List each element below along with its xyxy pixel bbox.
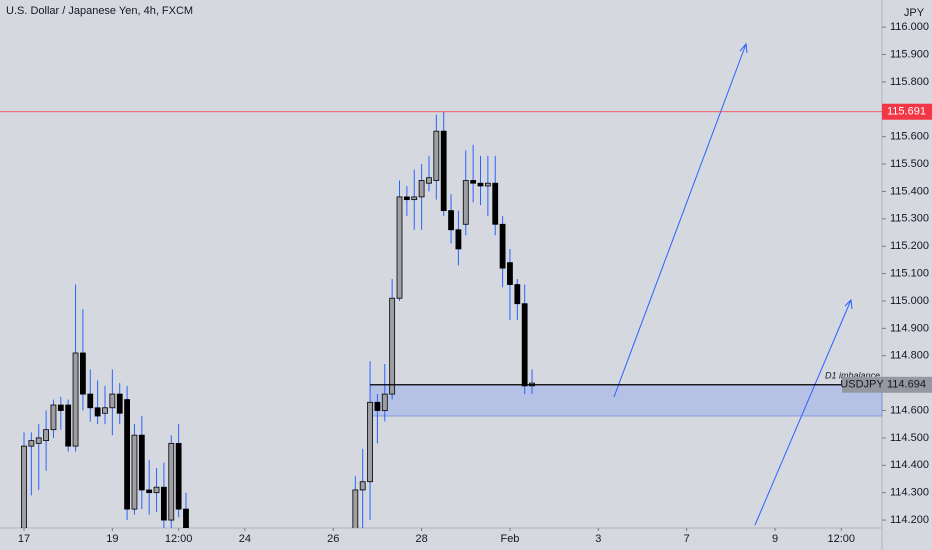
candle-body [65,404,72,447]
price-label-box [882,376,932,393]
price-label-box [882,103,932,120]
candle-body [175,442,182,510]
candle-body [403,196,410,201]
y-tick-label: 114.400 [890,459,929,471]
annotation: D1 imbalance [825,370,880,380]
y-tick-label: 114.900 [890,322,929,334]
candle-body [21,445,27,528]
candle-body [183,508,189,528]
symbol-label-box [842,376,882,393]
candle-body [462,180,469,225]
symbol-label: USDJPY [840,379,884,391]
y-axis-label: JPY [904,7,925,19]
candle-body [507,262,513,285]
candle-body [470,180,477,184]
candle-body [131,434,138,510]
candle-body [477,182,484,187]
y-tick-label: 115.600 [890,131,929,143]
candle-body [50,404,57,431]
candle-body [138,434,145,491]
arrow [754,299,852,526]
y-tick-label: 114.800 [890,350,929,362]
candle-body [352,489,359,528]
candle-body [109,393,116,409]
candle-body [492,182,499,225]
y-tick-label: 114.500 [890,432,929,444]
candle-body [94,407,101,417]
x-tick-label: 24 [239,533,251,545]
candle-body [146,489,153,494]
y-tick-label: 114.300 [890,487,929,499]
candle-body [367,401,373,483]
candle-body [521,303,528,387]
y-tick-label: 115.300 [890,213,929,225]
y-tick-label: 115.400 [890,185,929,197]
y-tick-label: 115.800 [890,76,929,88]
candle-body [499,223,506,269]
x-tick-label: 9 [772,533,778,545]
arrow [613,43,747,398]
x-tick-label: 28 [415,533,427,545]
candle-body [35,437,42,444]
y-tick-label: 115.200 [890,240,929,252]
candle-body [381,393,388,411]
x-tick-label: 12:00 [828,533,856,545]
candle-body [57,404,64,411]
candle-body [160,486,167,521]
candle-body [396,196,403,299]
y-tick-label: 114.200 [890,514,929,526]
candle-body [168,442,175,521]
candle-body [389,297,396,395]
chart-title: U.S. Dollar / Japanese Yen, 4h, FXCM [6,5,193,17]
imbalance-zone [369,384,883,417]
candle-body [116,393,123,414]
x-tick-label: 3 [595,533,601,545]
candle-body [124,399,130,510]
x-tick-label: 26 [327,533,339,545]
arrow-head [844,298,853,310]
y-tick-label: 115.000 [890,295,929,307]
candle-body [514,284,521,305]
candle-body [433,130,440,181]
x-tick-label: 19 [106,533,118,545]
x-tick-label: Feb [500,533,519,545]
candle-body [87,393,94,409]
price-label: 114.694 [887,379,926,391]
candle-body [72,352,79,447]
y-tick-label: 116.000 [890,21,929,33]
candle-body [102,407,108,414]
y-tick-label: 115.900 [890,48,929,60]
y-tick-label: 115.500 [890,158,929,170]
candle-body [411,196,418,201]
candle-body [455,229,462,250]
candle-body [80,352,86,395]
price-label: 115.691 [887,106,926,118]
plot-area [21,112,535,528]
candle-body [374,401,381,411]
candle-body [28,440,35,447]
x-tick-label: 17 [18,533,30,545]
y-tick-label: 114.600 [890,404,929,416]
candle-body [484,182,491,187]
candle-body [418,180,425,198]
candle-body [448,210,454,231]
candle-body [359,481,366,491]
x-tick-label: 12:00 [165,533,193,545]
x-tick-label: 7 [684,533,690,545]
candle-body [153,486,160,494]
y-tick-label: 115.100 [890,267,929,279]
candle-body [43,429,49,442]
candle-body [426,177,432,184]
candle-body [440,130,447,211]
arrow-head [739,42,748,54]
